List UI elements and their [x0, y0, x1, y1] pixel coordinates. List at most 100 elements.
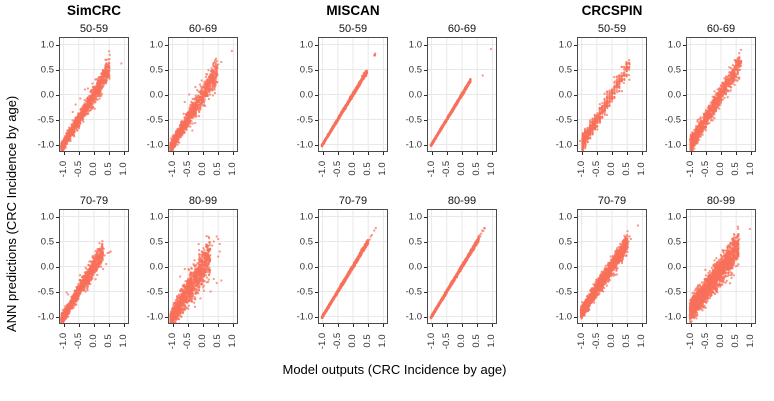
- y-tick-label: 0.0: [558, 89, 572, 100]
- scatter-points: [60, 50, 123, 153]
- x-tick-label: 1.0: [227, 162, 239, 176]
- x-tick-mark: [383, 152, 385, 155]
- y-tick-mark: [424, 216, 427, 218]
- x-axis: -1.0 -0.5 0.0 0.5 1.0: [58, 152, 129, 183]
- y-tick-label: 0.5: [40, 64, 54, 75]
- x-tick-mark: [383, 324, 385, 327]
- panel-age-label: 50-59: [338, 23, 368, 35]
- x-tick-label: 1.0: [745, 334, 757, 348]
- panel-border: [577, 37, 647, 152]
- x-tick-mark: [721, 324, 722, 327]
- x-tick-label: -0.5: [331, 160, 343, 178]
- scatter-points: [688, 225, 752, 325]
- y-tick-mark: [56, 241, 59, 243]
- y-tick-mark: [315, 316, 318, 318]
- x-tick-mark: [337, 152, 339, 155]
- y-tick-mark: [574, 291, 577, 293]
- panel-age-label: 80-99: [188, 195, 218, 207]
- x-tick-mark: [337, 324, 339, 327]
- x-tick-label: -1.0: [425, 160, 437, 178]
- y-tick-mark: [315, 44, 318, 46]
- x-tick-mark: [627, 324, 629, 327]
- x-tick-mark: [477, 152, 479, 155]
- y-tick-mark: [56, 69, 59, 71]
- x-tick-mark: [721, 152, 722, 155]
- x-tick-label: -0.5: [181, 332, 193, 350]
- y-tick-mark: [165, 316, 168, 318]
- scatter-plot: [168, 37, 238, 153]
- x-tick-mark: [431, 152, 433, 155]
- panel-simcrc-80-99: 80-99 -1.0 -0.5 0.0 0.5 1.0 -1.0 -0.5 0.0 0.5 1.0: [142, 194, 239, 355]
- x-tick-label: 0.0: [347, 334, 358, 348]
- y-tick-label: 0.0: [299, 261, 313, 272]
- plot-area: [577, 209, 647, 324]
- y-tick-label: -0.5: [146, 114, 163, 125]
- x-tick-mark: [596, 152, 598, 155]
- scatter-points: [688, 48, 743, 153]
- y-tick-label: -0.5: [664, 286, 681, 297]
- x-tick-mark: [203, 152, 204, 155]
- y-tick-mark: [56, 94, 59, 96]
- y-tick-mark: [165, 69, 168, 71]
- x-tick-label: -0.5: [72, 332, 84, 350]
- x-tick-mark: [124, 324, 126, 327]
- x-axis: -1.0 -0.5 0.0 0.5 1.0: [576, 324, 648, 355]
- x-tick-label: 0.0: [347, 162, 358, 176]
- y-tick-mark: [165, 216, 168, 218]
- panel-age-label: 80-99: [447, 195, 477, 207]
- y-tick-label: 1.0: [40, 39, 54, 50]
- x-axis: -1.0 -0.5 0.0 0.5 1.0: [316, 324, 388, 355]
- x-tick-mark: [233, 152, 235, 155]
- panel-miscan-70-79: 70-79 -1.0 -0.5 0.0 0.5 1.0 -1.0 -0.5 0.0 0.5 1.0: [292, 194, 389, 355]
- y-tick-mark: [165, 266, 168, 268]
- y-axis: -1.0 -0.5 0.0 0.5 1.0: [292, 37, 318, 152]
- y-tick-label: -0.5: [405, 286, 422, 297]
- panel-border: [168, 209, 238, 324]
- panel-crcspin-70-79: 70-79 -1.0 -0.5 0.0 0.5 1.0 -1.0 -0.5 0.0 0.5 1.0: [551, 194, 648, 355]
- y-tick-label: -0.5: [664, 114, 681, 125]
- x-tick-mark: [492, 324, 494, 327]
- group-title: MISCAN: [326, 3, 380, 18]
- x-tick-label: -0.5: [699, 160, 711, 178]
- x-tick-mark: [94, 152, 95, 155]
- x-axis: -1.0 -0.5 0.0 0.5 1.0: [167, 324, 238, 355]
- y-tick-label: -1.0: [146, 139, 163, 150]
- plot-area: [59, 209, 129, 325]
- x-tick-label: -1.0: [316, 332, 328, 350]
- x-tick-mark: [187, 152, 189, 155]
- scatter-points: [429, 226, 486, 320]
- y-axis: -1.0 -0.5 0.0 0.5 1.0: [401, 37, 427, 152]
- x-tick-label: 0.5: [471, 162, 483, 176]
- x-tick-label: 1.0: [636, 162, 648, 176]
- x-tick-label: 1.0: [636, 334, 648, 348]
- y-tick-label: -0.5: [405, 114, 422, 125]
- panel-border: [427, 37, 497, 152]
- y-tick-label: 0.0: [667, 261, 681, 272]
- x-tick-label: -0.5: [181, 160, 193, 178]
- y-tick-mark: [165, 291, 168, 293]
- y-tick-mark: [165, 241, 168, 243]
- y-tick-label: 0.5: [558, 236, 572, 247]
- panel-grid: 50-59 -1.0 -0.5 0.0 0.5 1.0 -1.0 -0.5 0.0 0.5 1.0 6…: [33, 22, 239, 355]
- x-tick-label: 0.0: [715, 334, 726, 348]
- y-tick-label: -0.5: [296, 286, 313, 297]
- x-tick-mark: [612, 324, 613, 327]
- panel-age-label: 50-59: [597, 23, 627, 35]
- x-tick-mark: [446, 324, 448, 327]
- y-tick-mark: [683, 291, 686, 293]
- y-tick-mark: [56, 316, 59, 318]
- panel-border: [686, 209, 756, 324]
- y-tick-label: 0.5: [667, 236, 681, 247]
- y-tick-label: 0.0: [558, 261, 572, 272]
- x-tick-mark: [63, 324, 65, 327]
- y-tick-mark: [315, 94, 318, 96]
- x-axis: -1.0 -0.5 0.0 0.5 1.0: [58, 324, 129, 355]
- y-tick-mark: [574, 69, 577, 71]
- x-tick-label: -0.5: [590, 332, 602, 350]
- x-tick-mark: [642, 152, 644, 155]
- scatter-plot: [59, 209, 129, 325]
- scatter-plot: [59, 37, 129, 153]
- x-tick-label: 0.5: [362, 162, 374, 176]
- y-tick-mark: [56, 266, 59, 268]
